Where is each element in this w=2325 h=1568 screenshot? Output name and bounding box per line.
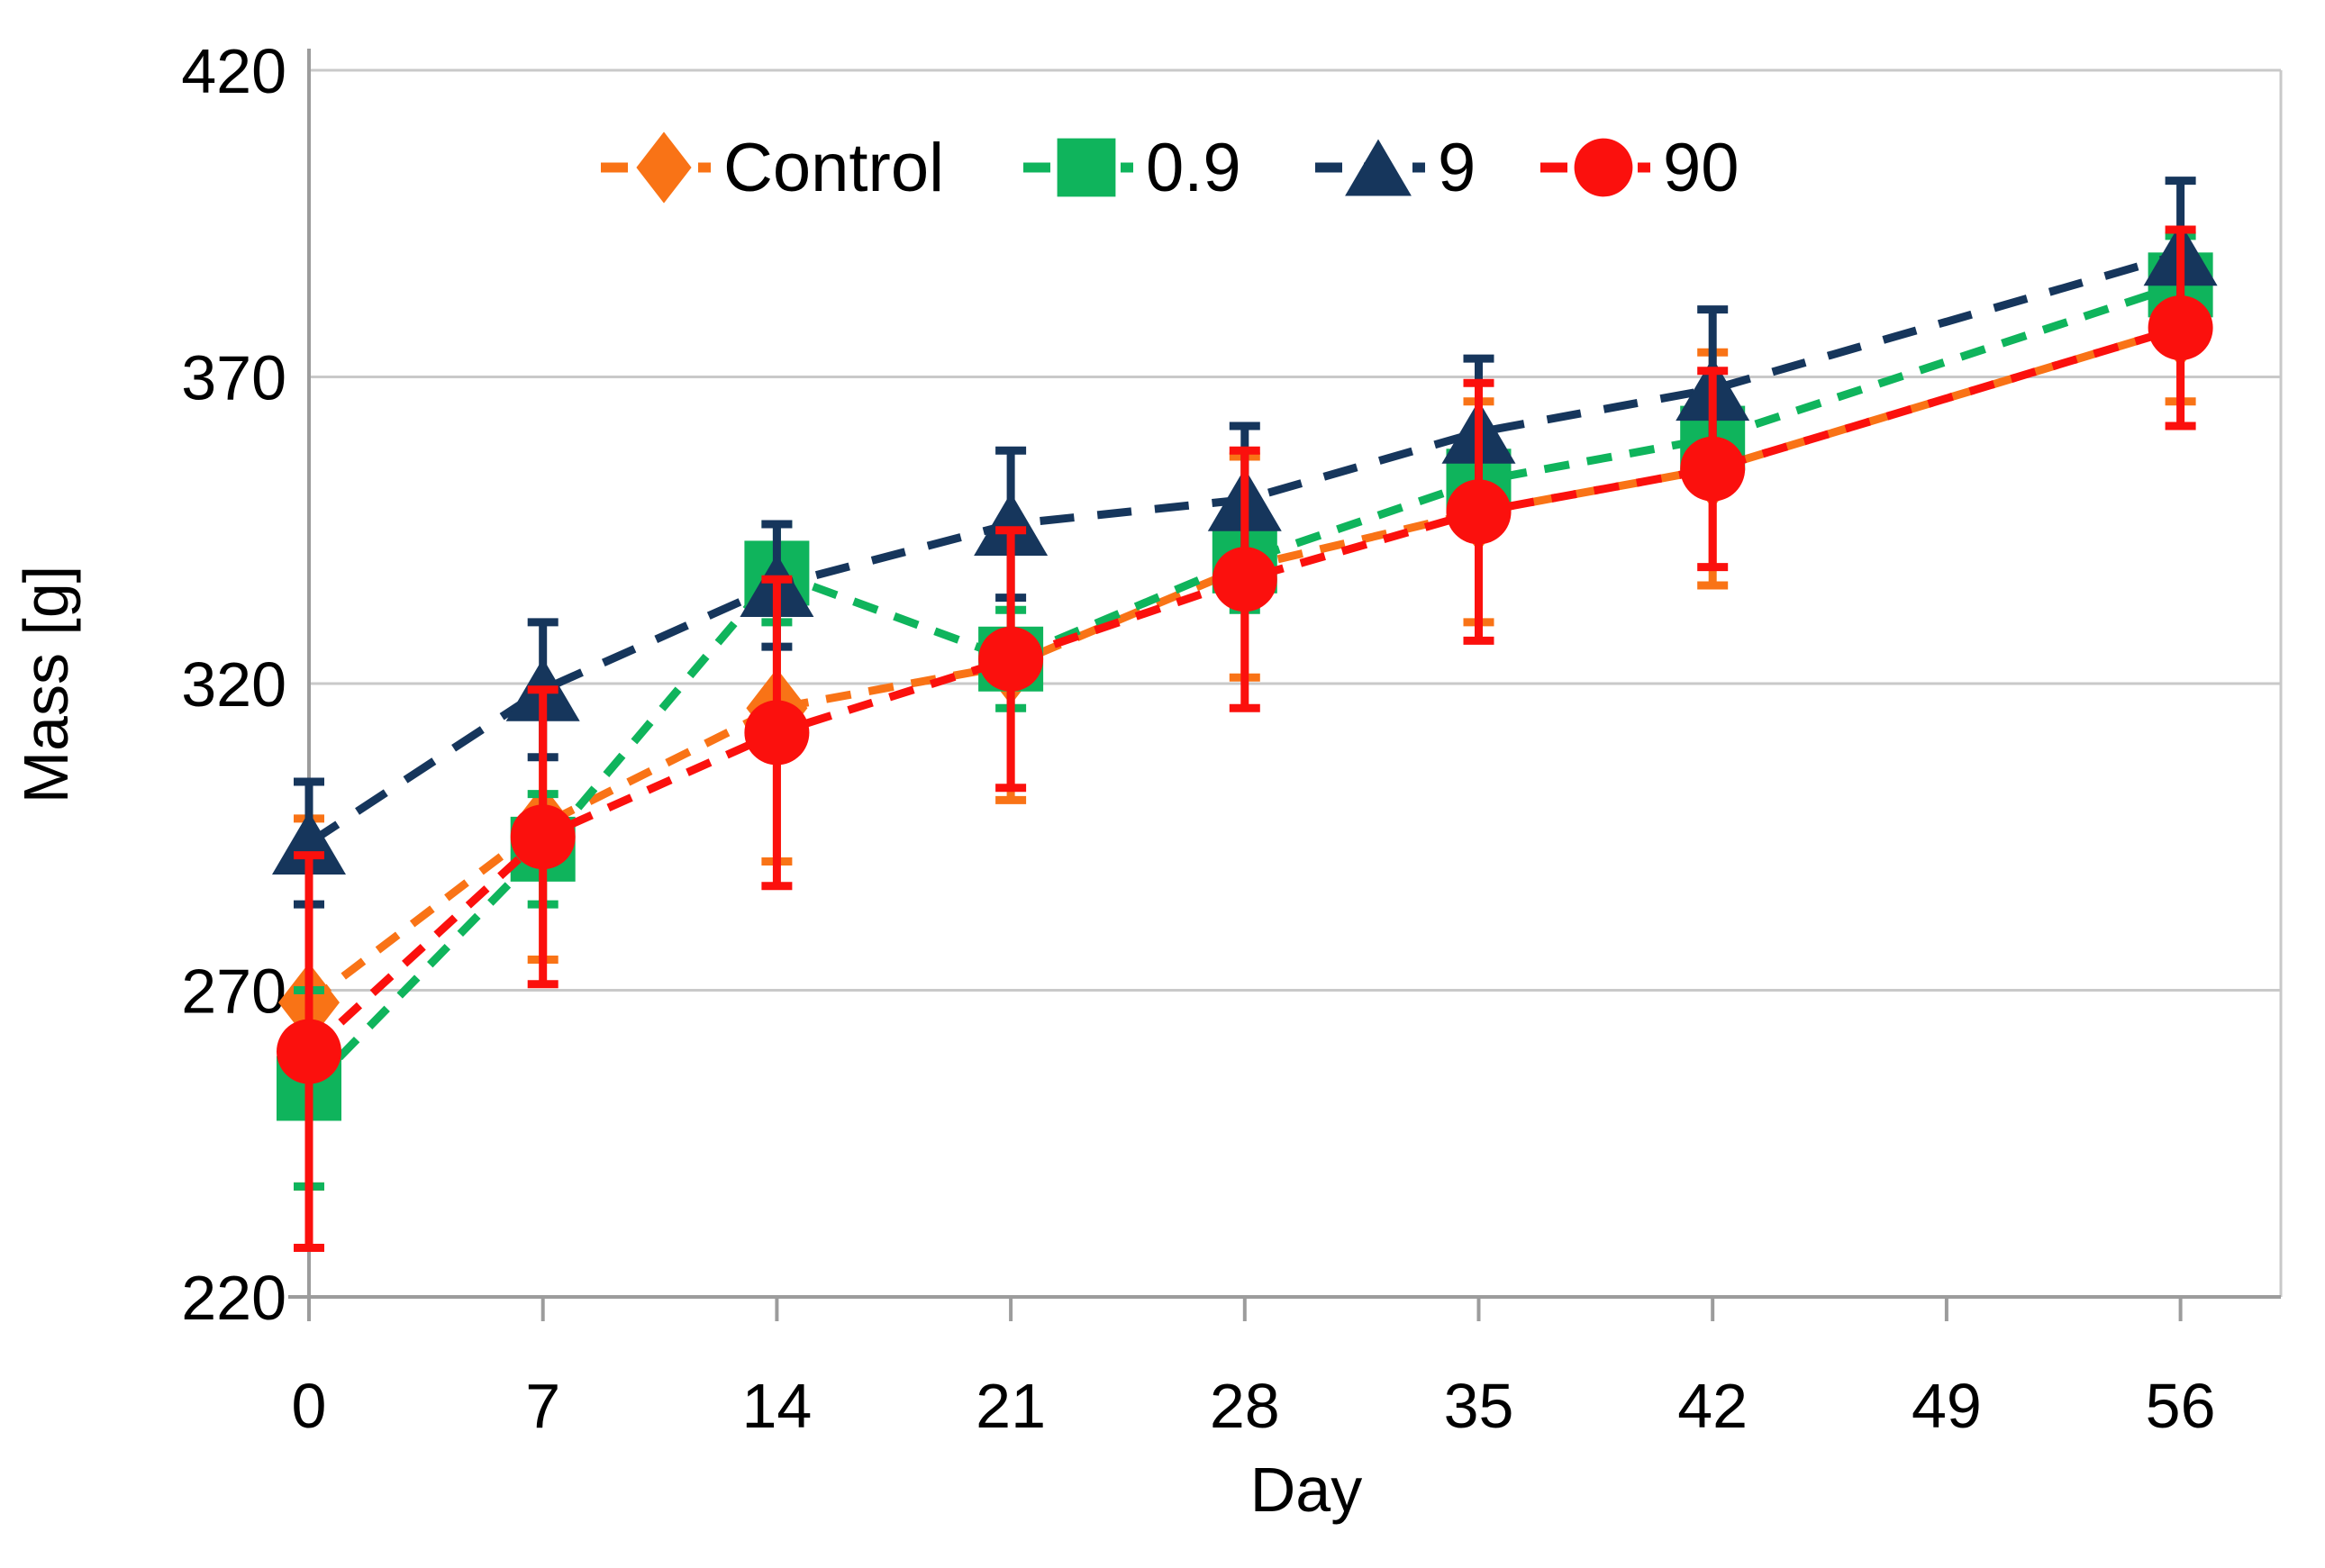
triangle-marker-9-day21 <box>974 492 1049 556</box>
x-tick-label-35: 35 <box>1444 1371 1514 1441</box>
x-tick-label-56: 56 <box>2146 1371 2216 1441</box>
x-tick-label-49: 49 <box>1912 1371 1982 1441</box>
series-line-90 <box>305 323 2182 1055</box>
legend-item-9: 9 <box>1315 130 1476 206</box>
legend-label-9: 9 <box>1438 130 1476 206</box>
y-tick-label-370: 370 <box>181 343 286 413</box>
circle-marker-90-day28 <box>1212 547 1277 612</box>
legend-item-0.9: 0.9 <box>1023 130 1241 206</box>
series-90 <box>277 225 2213 1253</box>
legend-circle-icon-90 <box>1574 138 1633 197</box>
legend-item-90: 90 <box>1540 130 1739 206</box>
circle-marker-90-day21 <box>978 626 1044 692</box>
y-tick-label-320: 320 <box>181 649 286 720</box>
y-tick-label-220: 220 <box>181 1263 286 1333</box>
legend-label-0.9: 0.9 <box>1146 130 1241 206</box>
circle-marker-90-day35 <box>1446 479 1512 545</box>
x-tick-label-7: 7 <box>525 1371 560 1441</box>
series-line-Control <box>306 323 2182 1006</box>
legend-label-90: 90 <box>1663 130 1739 206</box>
triangle-marker-9-day0 <box>272 811 346 875</box>
y-tick-label-270: 270 <box>181 956 286 1027</box>
x-tick-label-0: 0 <box>292 1371 327 1441</box>
legend-label-Control: Control <box>723 130 944 206</box>
circle-marker-90-day7 <box>510 804 576 870</box>
legend: Control 0.9 9 90 <box>601 130 1739 206</box>
circle-marker-90-day0 <box>277 1019 341 1084</box>
series-line-9 <box>306 249 2182 847</box>
circle-marker-90-day14 <box>744 700 810 766</box>
legend-diamond-icon-Control <box>636 131 692 204</box>
y-axis-title: Mass [g] <box>11 566 81 804</box>
circle-marker-90-day42 <box>1680 436 1746 502</box>
legend-triangle-icon-9 <box>1345 139 1412 196</box>
x-tick-label-28: 28 <box>1210 1371 1280 1441</box>
x-tick-label-42: 42 <box>1677 1371 1748 1441</box>
x-tick-label-14: 14 <box>741 1371 812 1441</box>
x-tick-label-21: 21 <box>976 1371 1046 1441</box>
x-axis-title: Day <box>1250 1455 1362 1525</box>
series-line-0.9 <box>305 281 2183 1092</box>
legend-item-Control: Control <box>601 130 944 206</box>
circle-marker-90-day56 <box>2148 295 2213 361</box>
y-tick-label-420: 420 <box>181 36 286 106</box>
legend-square-icon-0.9 <box>1057 138 1116 197</box>
